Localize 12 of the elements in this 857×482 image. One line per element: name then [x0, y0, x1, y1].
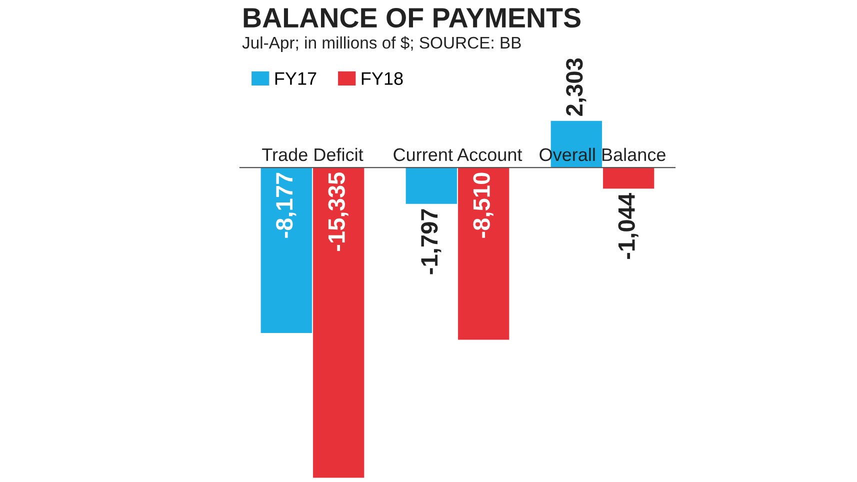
data-label: -8,177	[276, 172, 296, 238]
x-tick-label: Current Account	[394, 148, 522, 162]
chart-title: BALANCE OF PAYMENTS	[244, 8, 580, 28]
data-label: 2,303	[566, 58, 586, 116]
data-label: -1,797	[421, 209, 442, 274]
data-label: -8,510	[473, 172, 494, 238]
data-label: -1,044	[618, 193, 638, 259]
legend-label: FY17	[275, 72, 316, 85]
data-label: -15,335	[328, 172, 348, 251]
x-tick-label: Trade Deficit	[262, 148, 364, 162]
legend-label: FY18	[362, 72, 403, 85]
chart-subtitle: Jul-Apr; in millions of $; SOURCE: BB	[242, 36, 521, 52]
